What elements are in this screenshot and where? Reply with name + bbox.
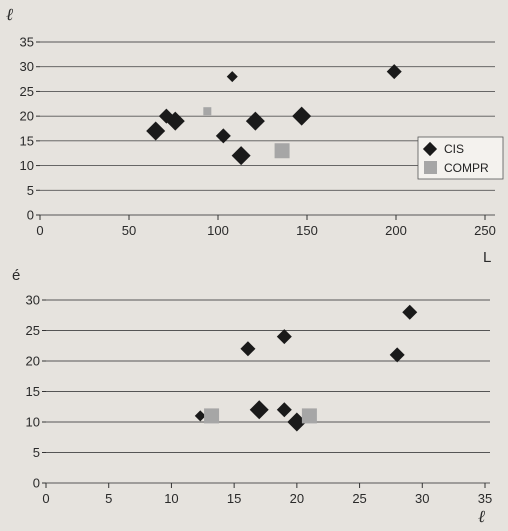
x-tick-label: 20	[290, 491, 304, 506]
chart-bottom-y-label: é	[12, 267, 20, 284]
y-tick-label: 30	[26, 293, 40, 308]
y-tick-label: 0	[33, 476, 40, 491]
y-tick-label: 25	[26, 323, 40, 338]
chart-bottom-x-label: ℓ	[478, 507, 485, 526]
y-tick-label: 10	[20, 158, 34, 173]
chart-bottom-x-ticks: 0 5 10 15 20 25 30 35	[42, 483, 492, 506]
chart-top-x-label: L	[483, 249, 491, 266]
x-tick-label: 150	[296, 223, 318, 238]
compr-point	[274, 143, 290, 159]
legend-square-icon	[424, 161, 437, 174]
cis-point	[215, 128, 231, 144]
y-tick-label: 5	[33, 445, 40, 460]
cis-point	[194, 410, 206, 422]
y-tick-label: 20	[20, 109, 34, 124]
x-tick-label: 200	[385, 223, 407, 238]
cis-point	[386, 64, 402, 80]
y-tick-label: 25	[20, 84, 34, 99]
x-tick-label: 250	[474, 223, 496, 238]
y-tick-label: 10	[26, 415, 40, 430]
chart-bottom-grid	[42, 299, 490, 484]
cis-point	[249, 400, 269, 420]
chart-top-y-ticks: 0 5 10 15 20 25 30 35	[20, 35, 34, 223]
cis-point	[276, 329, 292, 345]
cis-point	[231, 146, 251, 166]
x-tick-label: 0	[36, 223, 43, 238]
x-tick-label: 5	[105, 491, 112, 506]
y-tick-label: 15	[26, 384, 40, 399]
x-tick-label: 30	[415, 491, 429, 506]
cis-point	[146, 121, 166, 141]
x-tick-label: 35	[478, 491, 492, 506]
x-tick-label: 25	[352, 491, 366, 506]
x-tick-label: 0	[42, 491, 49, 506]
compr-point	[203, 107, 212, 116]
chart-top-y-label: ℓ	[6, 5, 13, 24]
chart-top: ℓ L 0 5 10 15 20 25 30 35 0 50 100 150 200 250 CIS C…	[6, 5, 504, 266]
cis-point	[292, 106, 312, 126]
x-tick-label: 10	[164, 491, 178, 506]
chart-top-points	[146, 64, 402, 166]
cis-point	[165, 111, 185, 131]
y-tick-label: 30	[20, 59, 34, 74]
chart-legend: CIS COMPR	[417, 136, 504, 180]
legend-label-cis: CIS	[444, 142, 464, 156]
y-tick-label: 5	[27, 183, 34, 198]
y-tick-label: 20	[26, 354, 40, 369]
legend-diamond-icon	[422, 141, 438, 157]
chart-bottom: é ℓ 0 5 10 15 20 25 30 0 5 10 15 20 25 30 35	[12, 267, 492, 526]
y-tick-label: 15	[20, 133, 34, 148]
cis-point	[402, 304, 418, 320]
cis-point	[245, 111, 265, 131]
cis-point	[276, 402, 292, 418]
y-tick-label: 0	[27, 208, 34, 223]
x-tick-label: 100	[207, 223, 229, 238]
cis-point	[226, 71, 238, 83]
chart-bottom-y-ticks: 0 5 10 15 20 25 30	[26, 293, 40, 491]
compr-point	[204, 408, 220, 424]
cis-point	[240, 341, 256, 357]
cis-point	[287, 412, 307, 432]
compr-point	[301, 408, 317, 424]
chart-top-grid	[36, 41, 495, 216]
y-tick-label: 35	[20, 35, 34, 50]
x-tick-label: 50	[122, 223, 136, 238]
legend-label-compr: COMPR	[444, 161, 489, 175]
cis-point	[389, 347, 405, 363]
x-tick-label: 15	[227, 491, 241, 506]
chart-top-x-ticks: 0 50 100 150 200 250	[36, 215, 496, 238]
chart-bottom-points	[194, 304, 418, 432]
